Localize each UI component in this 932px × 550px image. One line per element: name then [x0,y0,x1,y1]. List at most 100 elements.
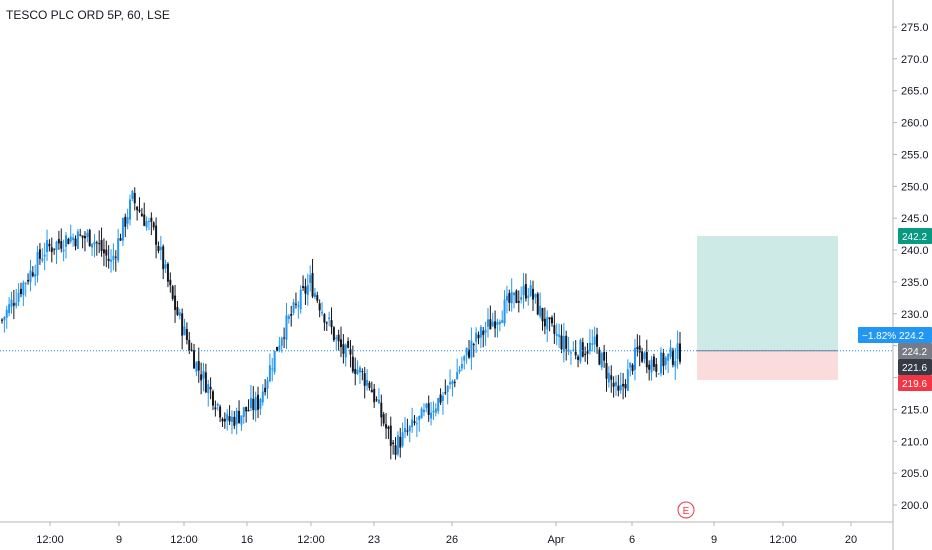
candle-body [358,367,361,373]
candle-body [655,364,658,372]
y-tick-label: 245.0 [901,213,929,225]
candle-body [463,356,466,361]
candle-body [164,264,167,269]
candle-body [446,385,449,392]
candle-body [226,414,229,421]
candle-body [584,353,587,355]
candle-body [517,300,520,303]
candle-body [166,263,169,282]
candle-body [441,395,444,401]
candle-body [524,283,527,299]
candle-body [152,222,155,228]
candle-body [598,349,601,365]
price-tags: 242.2 −1.82% 224.2 224.2 221.6 219.6 [858,228,932,391]
candle-body [543,318,546,327]
candle-body [112,255,115,261]
x-tick-label: 12:00 [170,534,198,546]
y-tick-label: 255.0 [901,149,929,161]
event-marker-label: E [683,506,690,517]
candle-body [532,288,535,300]
y-axis: 200.0205.0210.0215.0220.0225.0230.0235.0… [892,0,929,550]
stop-loss-tag-bg [898,375,932,391]
candle-body [486,319,489,327]
candle-body [195,362,198,372]
stop-loss-tag: 219.6 [898,375,932,391]
y-tick-label: 275.0 [901,22,929,34]
candle-body [114,256,117,258]
candle-body [209,386,212,390]
candle-body [629,362,632,368]
candle-body [110,259,113,262]
y-tick-label: 235.0 [901,277,929,289]
candle-body [313,293,316,298]
candle-body [257,394,260,410]
candle-body [117,238,120,261]
y-tick-label: 265.0 [901,86,929,98]
candle-body [3,317,6,321]
candle-body [48,243,51,247]
y-tick-label: 200.0 [901,500,929,512]
candle-body [577,356,580,360]
candle-body [316,295,319,301]
candle-body [430,412,433,419]
candle-body [145,221,148,228]
candle-body [586,351,589,354]
candle-body [76,231,79,249]
y-tick-label: 240.0 [901,245,929,257]
candle-body [501,320,504,323]
candle-body [351,356,354,372]
candle-body [626,369,629,391]
candle-body [50,247,53,253]
candle-body [204,372,207,393]
candle-body [62,249,65,252]
candle-body [69,236,72,242]
candle-body [574,351,577,356]
candle-body [392,442,395,445]
candle-body [228,416,231,422]
candle-body [382,414,385,424]
candle-body [546,317,549,330]
y-tick-label: 250.0 [901,181,929,193]
candle-body [107,258,110,261]
x-tick-label: 20 [845,534,857,546]
candle-body [332,327,335,341]
candle-body [98,243,101,245]
candle-body [411,419,414,428]
candle-body [323,314,326,323]
candle-body [610,375,613,380]
candle-body [102,249,105,254]
candle-body [245,406,248,412]
x-tick-label: Apr [547,534,564,546]
candle-body [242,407,245,417]
candle-body [261,391,264,403]
candle-body [131,191,134,199]
candle-body [641,351,644,362]
candle-body [266,380,269,389]
candle-body [451,380,454,385]
candle-body [370,389,373,393]
candle-body [95,242,98,244]
candle-body [79,234,82,236]
candle-body [183,326,186,335]
candle-body [124,216,127,227]
loss-zone [697,350,838,381]
candle-body [669,347,672,357]
change-tag: −1.82% 224.2 [858,327,932,343]
candle-body [565,335,568,349]
candle-body [534,294,537,298]
candle-body [252,398,255,411]
candle-body [140,213,143,217]
candle-body [368,382,371,389]
candle-body [337,334,340,342]
candle-body [133,192,136,204]
candle-body [299,289,302,310]
candle-body [550,317,553,324]
candle-body [513,292,516,296]
candle-body [155,225,158,245]
y-tick-label: 205.0 [901,468,929,480]
profit-target-tag-bg [898,228,932,245]
candle-body [105,249,108,256]
candle-body [264,387,267,393]
candle-body [83,235,86,239]
